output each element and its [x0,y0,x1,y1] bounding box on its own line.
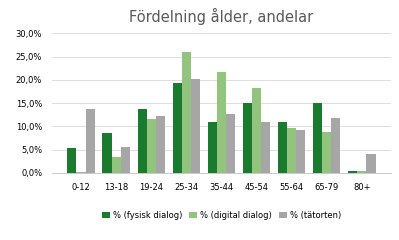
Bar [217,72,226,173]
Bar [208,122,217,173]
Bar [67,148,77,173]
Bar [156,116,165,173]
Legend: % (fysisk dialog), % (digital dialog), % (tätorten): % (fysisk dialog), % (digital dialog), %… [99,208,344,223]
Bar [322,132,331,173]
Bar [287,128,296,173]
Bar [331,119,340,173]
Bar [348,171,358,173]
Bar [243,103,252,173]
Bar [120,147,130,173]
Bar [278,122,287,173]
Bar [85,109,95,173]
Bar [173,83,182,173]
Title: Fördelning ålder, andelar: Fördelning ålder, andelar [129,8,314,25]
Bar [182,52,191,173]
Bar [112,157,120,173]
Bar [138,109,147,173]
Bar [191,79,200,173]
Bar [313,103,322,173]
Bar [261,122,270,173]
Bar [226,114,235,173]
Bar [252,88,261,173]
Bar [77,172,85,173]
Bar [366,154,375,173]
Bar [147,119,156,173]
Bar [103,133,112,173]
Bar [296,130,305,173]
Bar [358,171,366,173]
